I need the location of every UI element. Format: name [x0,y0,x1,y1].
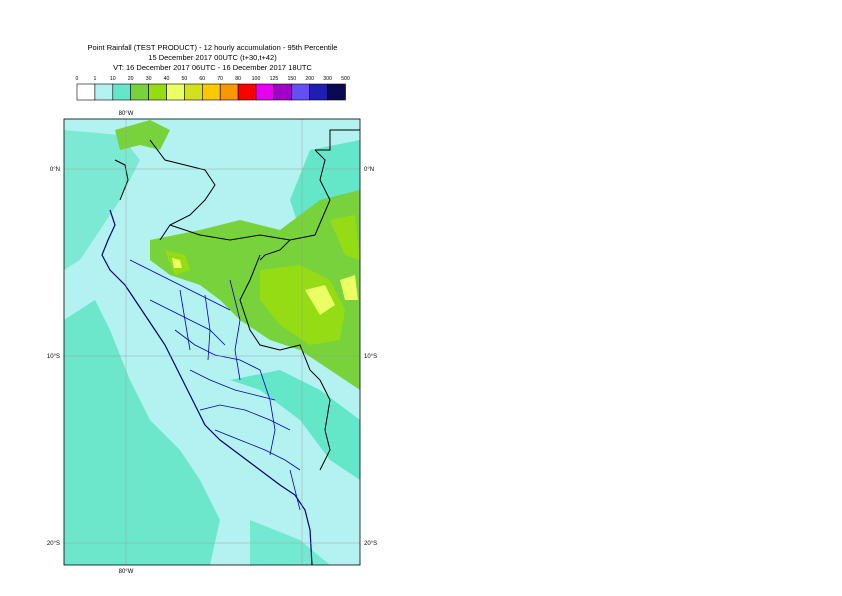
lat-label-0-left: 0°N [50,167,60,173]
legend-swatch [148,83,167,101]
legend-threshold-label: 125 [270,76,279,82]
legend-threshold-label: 30 [146,76,152,82]
legend-swatch [94,83,114,101]
legend-threshold-label: 80 [235,76,241,82]
legend-swatch [112,83,132,101]
legend-swatch [255,83,275,101]
chart-title: Point Rainfall (TEST PRODUCT) - 12 hourl… [87,43,338,52]
legend-swatch [237,83,257,101]
legend-threshold-label: 40 [164,76,170,82]
legend-threshold-label: 200 [305,76,314,82]
lon-label-bottom: 80°W [119,569,134,575]
legend-threshold-label: 50 [182,76,188,82]
legend-threshold-label: 100 [252,76,261,82]
country-borders [114,129,360,471]
legend-swatch [166,83,185,101]
chart-subtitle-validity: VT: 16 December 2017 06UTC - 16 December… [113,63,312,72]
legend-swatch [327,83,346,101]
legend-swatch [130,83,149,101]
region-borders [129,259,301,511]
coordinate-labels: 80°W 80°W 0°N 0°N 10°S 10°S 20°S 20°S [47,111,377,575]
legend-swatch [291,83,310,101]
legend-swatch [219,83,239,101]
color-legend: 0 1 10 20 30 40 50 60 70 80 100 125 150 200 300 500 [76,76,350,101]
legend-threshold-label: 500 [341,76,350,82]
chart-subtitle-run: 15 December 2017 00UTC (t+30,t+42) [148,53,277,62]
map-frame [63,118,361,566]
legend-threshold-label: 0 [76,76,79,82]
graticule [64,119,360,565]
legend-threshold-label: 10 [110,76,116,82]
lat-label-0-right: 0°N [364,167,374,173]
lat-label-20-left: 20°S [47,541,60,547]
legend-swatch [273,83,293,101]
lat-label-10-right: 10°S [364,354,377,360]
legend-swatch [184,83,203,101]
coastline [101,209,313,565]
legend-swatch [309,83,328,101]
legend-threshold-label: 60 [199,76,205,82]
lat-label-20-right: 20°S [364,541,377,547]
legend-swatch [76,83,96,101]
legend-threshold-label: 20 [128,76,134,82]
legend-threshold-label: 1 [93,76,96,82]
legend-threshold-label: 150 [287,76,296,82]
legend-threshold-label: 300 [323,76,332,82]
legend-threshold-label: 70 [217,76,223,82]
lat-label-10-left: 10°S [47,354,60,360]
lon-label-top: 80°W [119,111,134,117]
legend-swatch [202,83,221,101]
rainfall-field [64,120,360,565]
